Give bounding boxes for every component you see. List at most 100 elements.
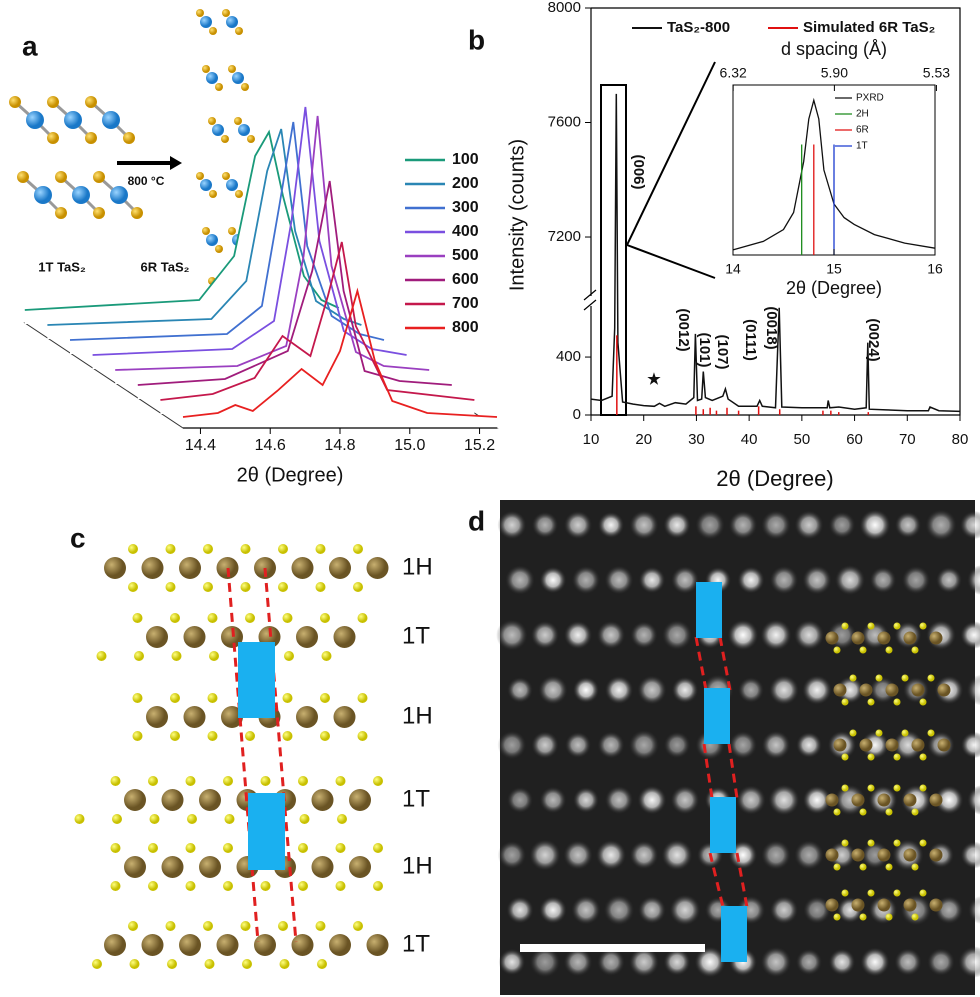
series-line [182, 287, 498, 418]
atom [238, 124, 250, 136]
atom [311, 789, 334, 811]
legend-label: 1T [856, 141, 868, 152]
atom [911, 808, 919, 816]
atom-column [497, 730, 527, 760]
atom [93, 207, 105, 219]
atom [240, 582, 251, 592]
annotation: (0012) [675, 308, 692, 351]
atom [315, 544, 326, 554]
atom-column [572, 676, 600, 704]
atom [235, 190, 243, 198]
atom-column [539, 786, 567, 814]
x-tick-label: 50 [794, 431, 811, 448]
atom [278, 544, 288, 554]
atom [877, 631, 891, 645]
atom [85, 96, 97, 108]
x-tick-label: 15 [826, 261, 842, 277]
guide-line [226, 567, 298, 943]
atom-column [860, 947, 890, 977]
atom [833, 863, 841, 871]
atom [903, 848, 917, 862]
atom-column [572, 786, 600, 814]
atom [245, 613, 255, 623]
x-tick-label: 14.8 [324, 437, 355, 454]
atom [112, 814, 122, 824]
atom-column [671, 676, 699, 704]
atom [235, 27, 243, 35]
atom [298, 776, 308, 786]
legend-label: TaS₂-800 [667, 19, 730, 36]
atom-column [604, 565, 634, 595]
atom [911, 738, 925, 752]
series-line [24, 129, 340, 311]
atom [222, 172, 230, 180]
atom-column [925, 509, 957, 541]
x-tick-label: 14 [725, 261, 741, 277]
atom [199, 789, 221, 811]
atom [911, 646, 919, 654]
atom-column [861, 841, 889, 869]
atom [929, 793, 943, 807]
atom [226, 179, 238, 191]
atom [919, 753, 927, 761]
series-line [160, 241, 475, 401]
atom [373, 776, 383, 786]
arrow-label: 800 °C [128, 174, 165, 188]
atom [298, 881, 308, 891]
atom [141, 934, 164, 956]
atom [232, 72, 244, 84]
atom-column [661, 619, 693, 651]
atom-column [595, 839, 627, 871]
atom [187, 814, 197, 824]
legend-label: PXRD [856, 93, 884, 104]
layer-label: 1T [402, 785, 430, 812]
atom [903, 793, 917, 807]
atom-column [894, 511, 922, 539]
atom [165, 544, 176, 554]
atom [212, 124, 224, 136]
panel-label: a [22, 30, 38, 61]
atom-column [638, 566, 666, 594]
atom [241, 83, 249, 91]
atom [901, 674, 909, 682]
atom [875, 729, 883, 737]
atom [335, 776, 346, 786]
x-tick-label: 30 [688, 431, 705, 448]
atom [296, 626, 318, 648]
atom-column [498, 948, 526, 976]
annotation: (0024) [865, 318, 882, 361]
atom [282, 731, 293, 741]
atom-column [663, 948, 691, 976]
atom [903, 631, 917, 645]
atom-column [901, 565, 931, 595]
atom-column [529, 839, 561, 871]
atom-column [958, 946, 980, 978]
atom-column [960, 621, 980, 649]
atom [927, 674, 935, 682]
legend-label: 400 [452, 223, 479, 240]
atom [366, 557, 389, 579]
panel-label: d [468, 505, 485, 536]
layer-label: 1H [402, 852, 433, 879]
stacking-box [248, 793, 285, 870]
atom [841, 753, 849, 761]
atom [179, 934, 201, 956]
atom [893, 698, 901, 706]
atom [291, 557, 314, 579]
annotation: (107) [714, 334, 731, 369]
atom [903, 898, 917, 912]
y-tick-label: 0 [573, 406, 581, 423]
atom [298, 843, 308, 853]
atom [240, 921, 251, 931]
atom [216, 934, 239, 956]
atom-column [900, 894, 932, 926]
series-line [47, 128, 362, 326]
atom [128, 582, 138, 592]
atom [366, 934, 389, 956]
atom [851, 898, 865, 912]
atom [124, 856, 146, 878]
atom [206, 72, 218, 84]
atom [222, 9, 230, 17]
atom-column [530, 620, 560, 650]
